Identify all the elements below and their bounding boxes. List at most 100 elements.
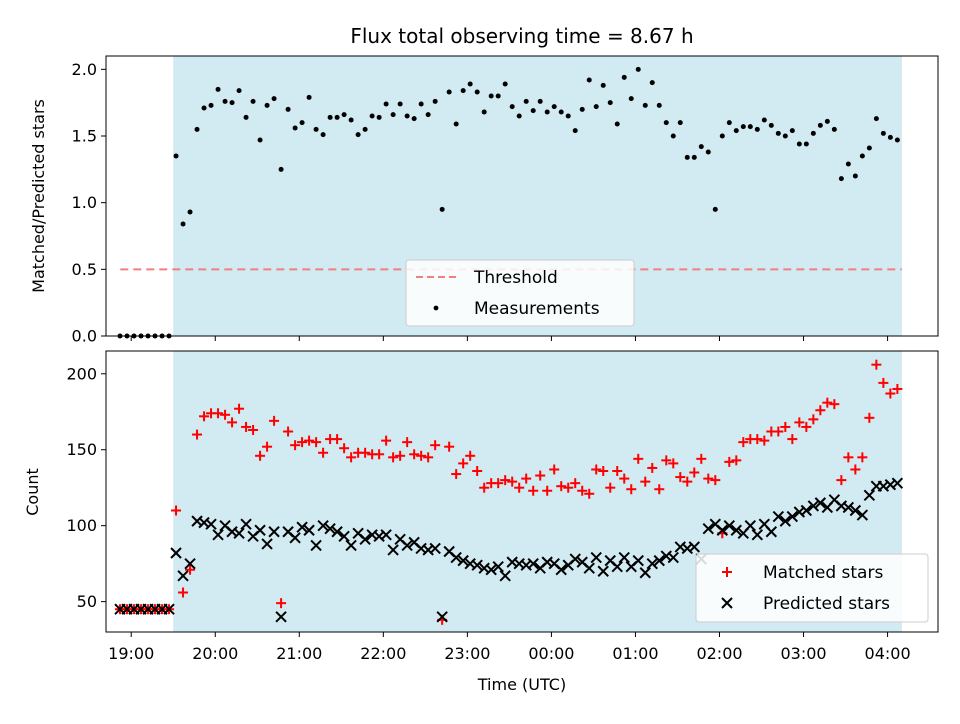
measurement-point [320, 132, 326, 138]
measurement-point [516, 113, 522, 119]
predicted-star-point [492, 560, 504, 573]
measurement-point [404, 113, 410, 119]
measurement-point [250, 98, 256, 104]
predicted-star-point [324, 523, 336, 535]
matched-legend-label: Matched stars [763, 563, 883, 583]
matched-star-point [710, 475, 721, 486]
top-legend-box [405, 259, 635, 327]
measurement-point [180, 221, 186, 227]
predicted-star-point [170, 547, 182, 559]
measurement-point [229, 100, 235, 106]
matched-star-point [381, 435, 392, 446]
measurement-point [628, 96, 634, 102]
predicted-star-point [485, 564, 497, 576]
measurement-point [474, 89, 480, 95]
predicted-star-point [779, 515, 792, 527]
predicted-star-point [261, 538, 273, 550]
xtick-label: 19:00 [108, 644, 154, 663]
measurement-point [873, 116, 879, 122]
measurement-point [530, 108, 536, 114]
measurement-point [306, 94, 312, 100]
xtick-label: 02:00 [696, 644, 742, 663]
predicted-star-point [163, 603, 175, 615]
measurement-point [600, 82, 606, 88]
measurement-point [369, 113, 375, 119]
measurement-point [243, 114, 249, 120]
measurement-point [838, 176, 844, 182]
measurement-point [677, 120, 683, 126]
measurement-point [866, 145, 872, 151]
measurement-point [894, 137, 900, 143]
measurement-point [726, 120, 732, 126]
matched-star-point [787, 434, 798, 445]
measurement-point [670, 133, 676, 139]
matched-star-point [297, 437, 308, 448]
predicted-star-point [751, 529, 764, 541]
measurement-point [698, 144, 704, 150]
measurement-point [467, 81, 473, 87]
predicted-star-point [359, 533, 371, 546]
measurement-point [880, 130, 886, 136]
predicted-star-point [632, 554, 644, 567]
predicted-star-point [842, 501, 855, 514]
measurement-point [775, 130, 781, 136]
measurement-point [390, 112, 396, 118]
matched-star-point [780, 421, 791, 432]
predicted-star-point [863, 489, 876, 502]
matched-star-point [584, 488, 595, 499]
measurement-point [460, 88, 466, 94]
matched-star-point [332, 434, 343, 445]
matched-star-point [864, 412, 875, 423]
measurement-point [565, 113, 571, 119]
measurement-point [656, 102, 662, 108]
matched-star-point [724, 456, 735, 467]
matched-star-point [829, 399, 840, 410]
top-legend: Threshold Measurements [405, 259, 635, 327]
matched-star-point [822, 397, 833, 408]
matched-star-point [612, 465, 623, 476]
measurement-point [495, 93, 501, 99]
matched-star-point [535, 470, 546, 481]
predicted-star-point [744, 519, 757, 532]
predicted-star-point [646, 557, 658, 570]
measurement-point [236, 88, 242, 94]
measurement-point [607, 100, 613, 106]
predicted-star-point [331, 526, 343, 538]
measurement-point [558, 109, 564, 115]
bottom-legend: Matched stars Predicted stars [695, 553, 929, 623]
measurement-point [341, 112, 347, 118]
measurement-point [285, 106, 291, 112]
predicted-star-point [527, 557, 539, 570]
bottom-ytick-label: 100 [66, 516, 97, 535]
measurement-point [488, 93, 494, 99]
predicted-star-point [856, 509, 869, 521]
measurement-point [327, 114, 333, 120]
predicted-star-point [730, 524, 743, 536]
matched-star-point [738, 437, 749, 448]
measurement-point [579, 106, 585, 112]
measurement-point [411, 116, 417, 122]
xtick-label: 01:00 [612, 644, 658, 663]
matched-star-point [465, 450, 476, 461]
matched-star-point [703, 473, 714, 484]
predicted-star-point [807, 500, 820, 512]
predicted-star-point [387, 544, 399, 556]
top-panel: 0.00.51.01.52.0 Matched/Predicted stars … [29, 55, 939, 346]
measurement-point [754, 126, 760, 132]
predicted-star-point [289, 532, 301, 544]
matched-star-point [423, 452, 434, 463]
chart-title: Flux total observing time = 8.67 h [350, 24, 693, 48]
measurement-point [194, 126, 200, 132]
matched-star-point [493, 478, 504, 489]
measurement-point [614, 121, 620, 127]
matched-star-point [619, 473, 630, 484]
predicted-star-point [254, 524, 266, 536]
matched-star-point [311, 437, 322, 448]
measurement-point [509, 104, 515, 110]
xtick-label: 23:00 [444, 644, 490, 663]
measurement-point [852, 173, 858, 179]
measurement-point [418, 101, 424, 107]
matched-star-point [598, 465, 609, 476]
matched-star-point [213, 408, 224, 419]
